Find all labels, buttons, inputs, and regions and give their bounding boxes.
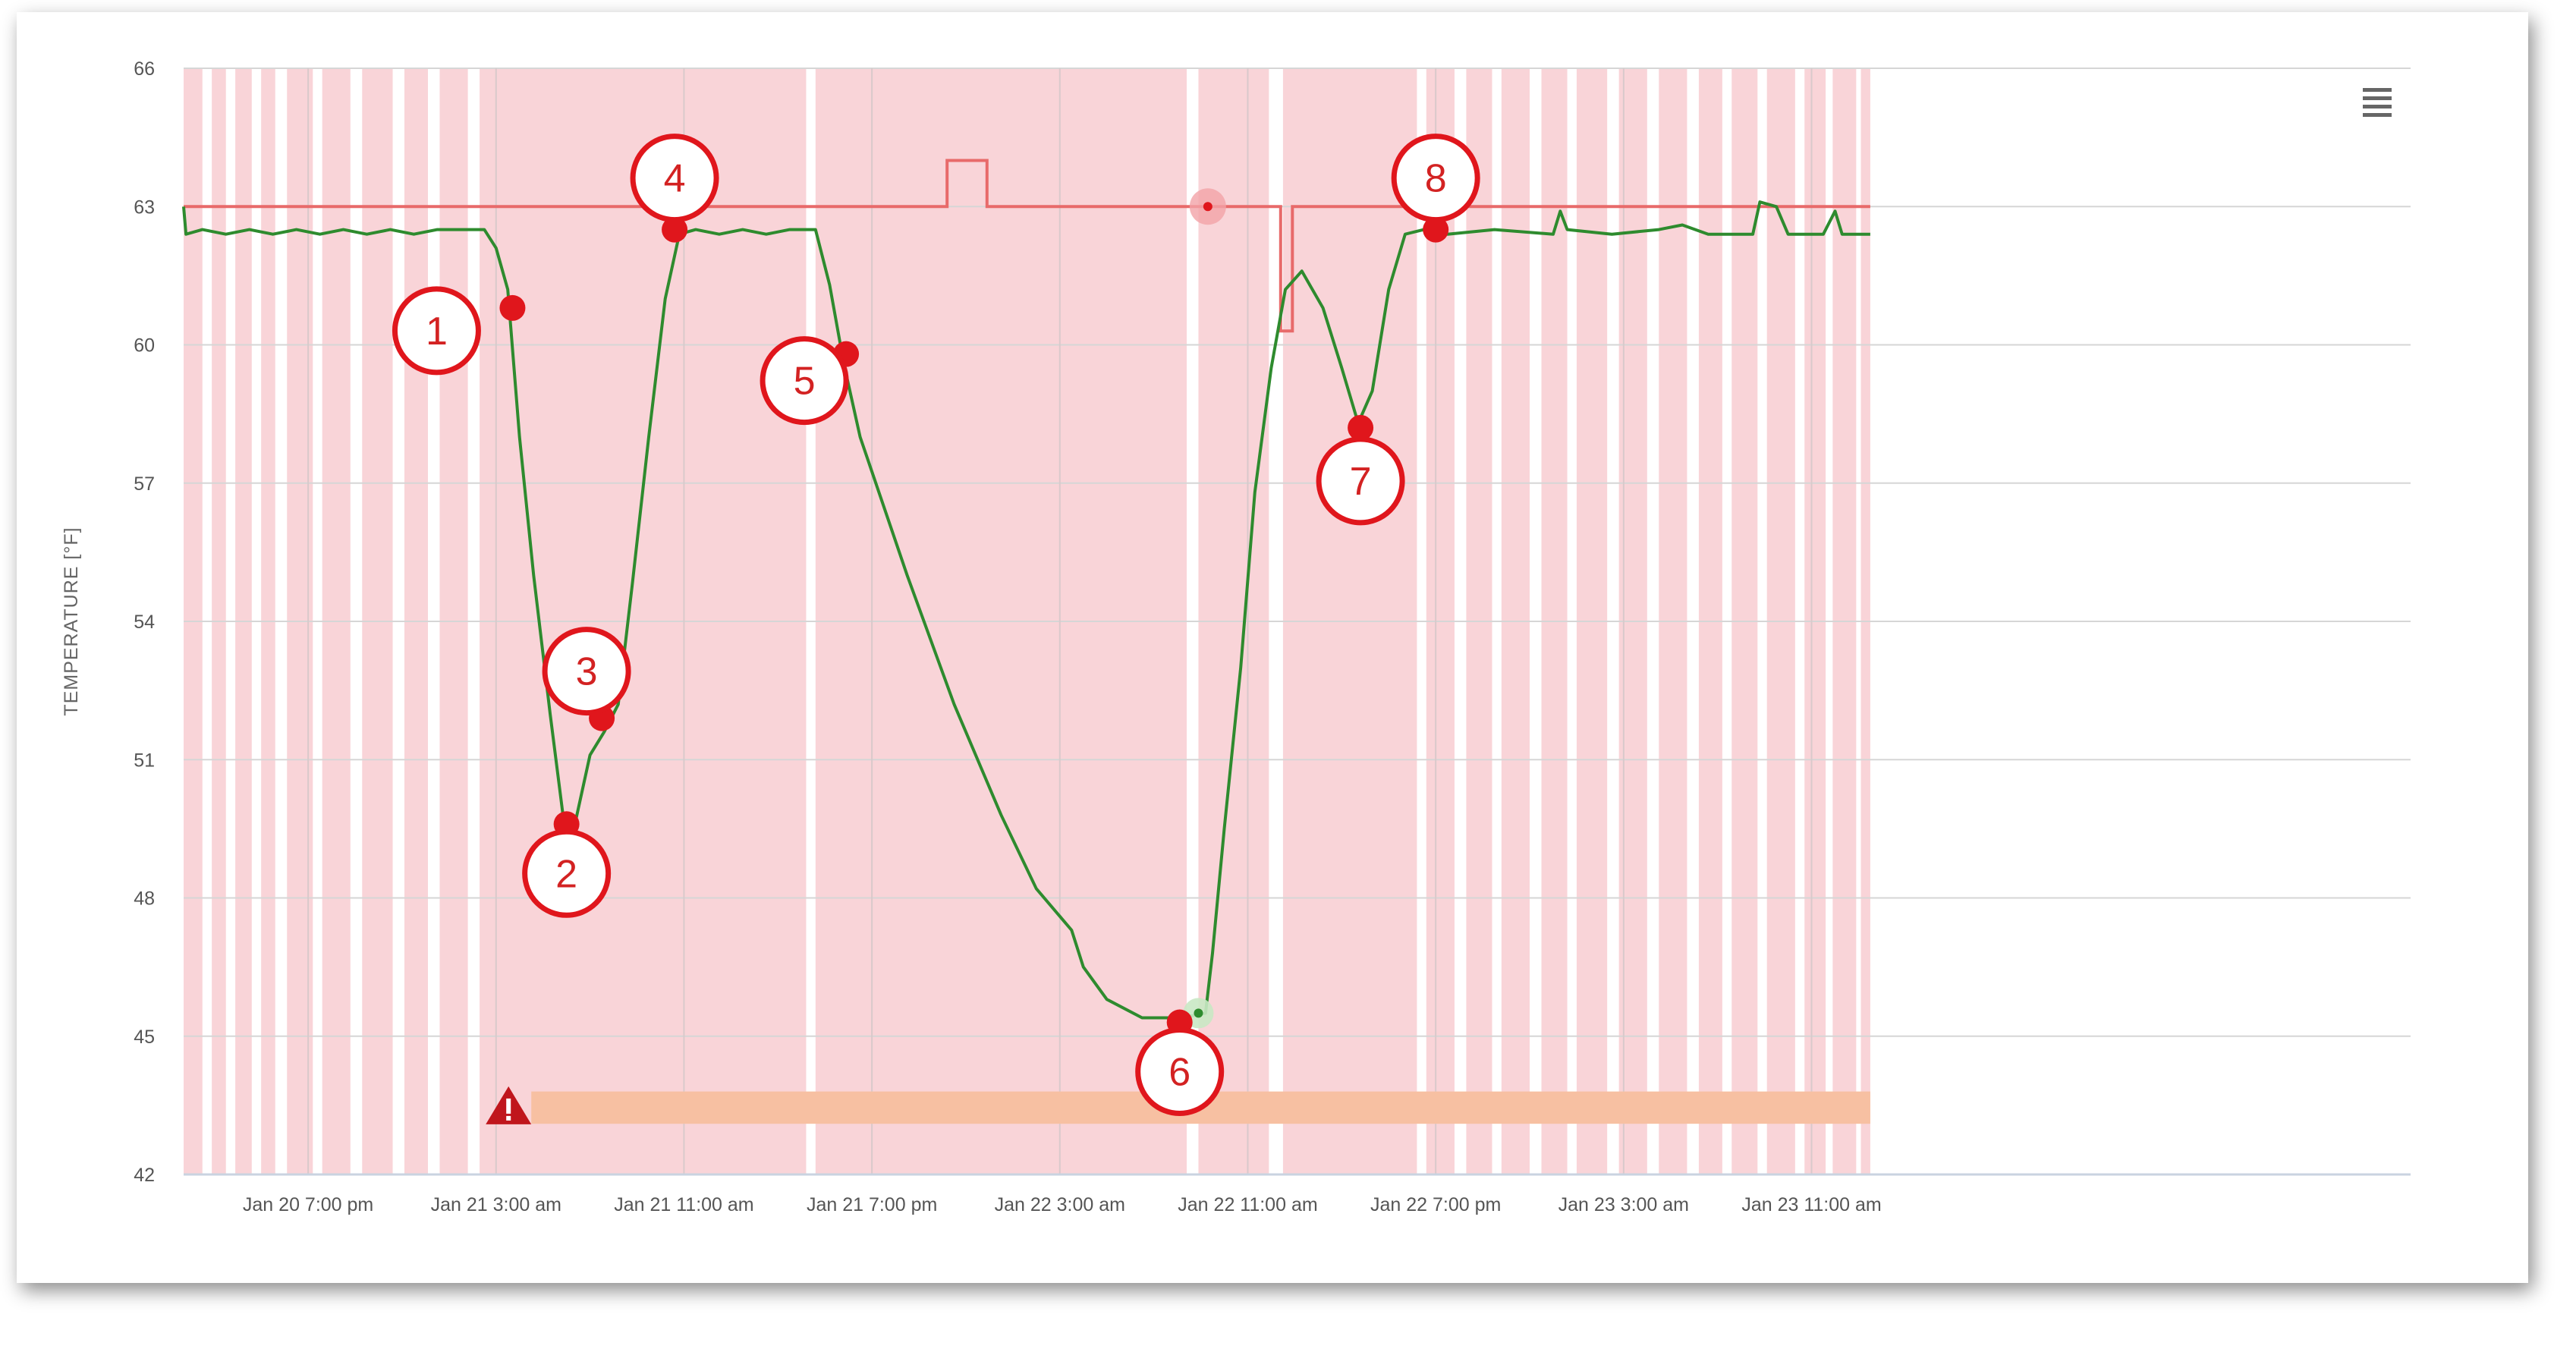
y-tick-label: 51 (134, 750, 155, 771)
y-tick-label: 42 (134, 1165, 155, 1186)
marker-label: 7 (1350, 460, 1372, 504)
x-tick-label: Jan 22 7:00 pm (1370, 1194, 1501, 1215)
x-tick-label: Jan 23 11:00 am (1741, 1194, 1881, 1215)
y-tick-label: 63 (134, 197, 155, 218)
y-tick-label: 48 (134, 888, 155, 910)
setpoint-line (184, 159, 1870, 333)
marker-badge (392, 286, 481, 376)
marker-badge (542, 627, 631, 716)
x-tick-label: Jan 21 11:00 am (614, 1194, 753, 1215)
y-tick-label: 57 (134, 473, 155, 495)
warning-icon-stroke (506, 1098, 511, 1114)
y-tick-label: 54 (134, 612, 155, 633)
marker-badge (630, 134, 719, 223)
temperature-line (182, 200, 1870, 1020)
y-tick-label: 45 (134, 1027, 155, 1048)
marker-label: 8 (1425, 157, 1447, 201)
setpoint-series (184, 159, 1870, 333)
current-reading-dot (1194, 1008, 1203, 1018)
x-tick-label: Jan 22 11:00 am (1178, 1194, 1317, 1215)
marker-badge (1316, 436, 1405, 526)
y-axis-title: TEMPERATURE [°F] (61, 527, 82, 715)
hamburger-menu-icon[interactable] (2357, 82, 2395, 120)
x-tick-label: Jan 22 3:00 am (995, 1194, 1125, 1215)
marker-label: 3 (576, 650, 598, 694)
setpoint-hold-dot (1203, 202, 1213, 212)
marker-label: 2 (555, 852, 577, 896)
marker-label: 6 (1168, 1051, 1190, 1095)
x-tick-label: Jan 23 3:00 am (1558, 1194, 1689, 1215)
y-axis-ticks: 42 45 48 51 54 57 60 63 66 (134, 58, 155, 1186)
y-tick-label: 66 (134, 58, 155, 80)
marker-badge (1391, 134, 1480, 223)
warning-icon-dot (506, 1115, 511, 1121)
marker-badge (1135, 1027, 1225, 1117)
x-tick-label: Jan 21 7:00 pm (807, 1194, 937, 1215)
marker-label: 5 (794, 360, 816, 404)
marker-badge (760, 336, 849, 426)
x-tick-label: Jan 20 7:00 pm (243, 1194, 373, 1215)
x-tick-label: Jan 21 3:00 am (431, 1194, 561, 1215)
x-axis-ticks: Jan 20 7:00 pm Jan 21 3:00 am Jan 21 11:00… (243, 1194, 1882, 1215)
marker-label: 1 (426, 310, 448, 354)
marker-dot (1423, 216, 1449, 243)
marker-dot (1348, 414, 1374, 441)
marker-dot (662, 216, 688, 243)
grid-lines (184, 68, 2411, 1176)
marker-label: 4 (664, 157, 686, 201)
marker-dot (499, 294, 526, 321)
annotation-markers: 1 2 3 4 5 6 7 8 (392, 134, 1480, 1117)
marker-badge (522, 828, 612, 918)
y-tick-label: 60 (134, 335, 155, 357)
